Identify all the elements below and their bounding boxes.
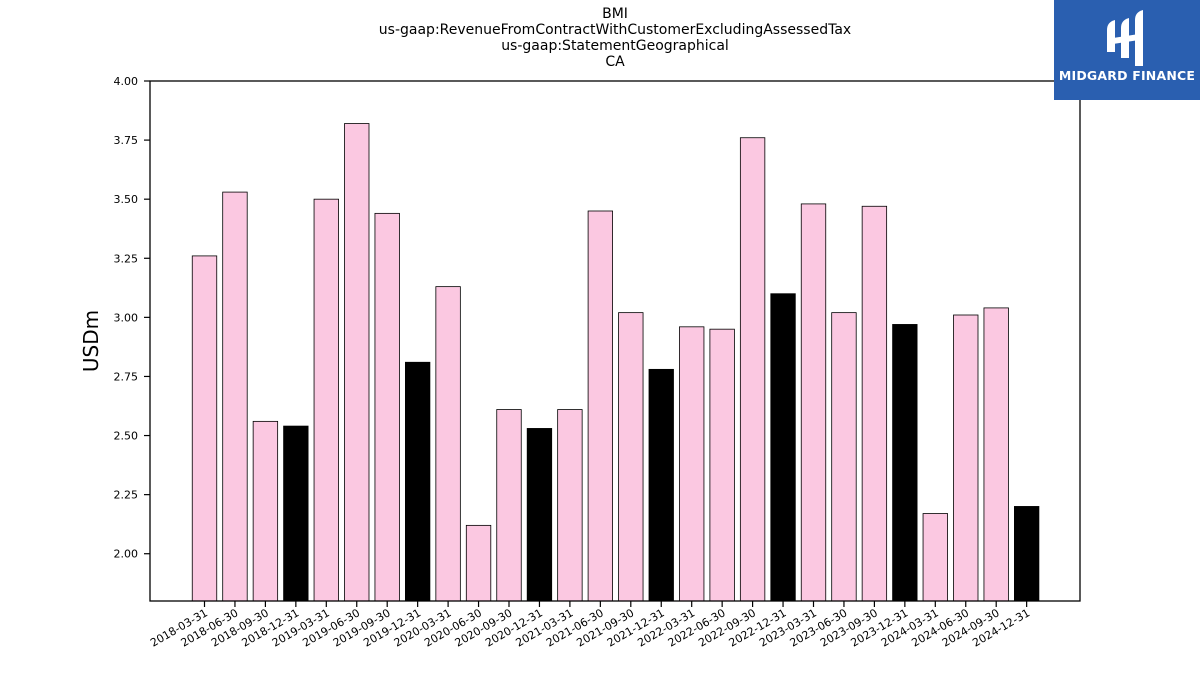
bar (496, 409, 522, 602)
logo-text: MIDGARD FINANCE (1058, 68, 1196, 83)
bar (344, 123, 370, 602)
bar (1014, 506, 1040, 602)
bar (374, 212, 400, 602)
y-tick-label: 3.75 (114, 134, 139, 147)
y-tick-label: 4.00 (114, 75, 139, 88)
y-axis-label: USDm (79, 310, 103, 372)
bar (587, 210, 613, 602)
y-tick-label: 2.25 (114, 489, 139, 502)
bar (313, 198, 339, 602)
bar (739, 137, 766, 602)
plot-frame (149, 80, 1081, 602)
y-tick-label: 3.25 (114, 252, 139, 265)
bar (283, 425, 309, 602)
bar (679, 326, 705, 602)
y-tick-label: 2.00 (114, 548, 139, 561)
bar (922, 513, 948, 602)
y-tick-label: 3.50 (114, 193, 139, 206)
title-ticker: BMI (602, 6, 628, 22)
midgard-monogram-icon (1107, 10, 1143, 66)
title-member: CA (605, 54, 625, 70)
bar (831, 312, 857, 602)
bar (618, 312, 644, 602)
bar (709, 328, 735, 602)
bar (953, 314, 979, 602)
bar (557, 409, 583, 602)
bar (435, 286, 461, 602)
title-concept: us-gaap:RevenueFromContractWithCustomerE… (378, 22, 852, 38)
bar (648, 368, 674, 602)
bar (252, 420, 279, 602)
bar (892, 324, 918, 602)
bar (800, 203, 827, 602)
title-axis: us-gaap:StatementGeographical (501, 38, 729, 54)
bar (526, 428, 553, 602)
brand-logo: MIDGARD FINANCE (1054, 0, 1200, 100)
bar (404, 361, 431, 602)
bar (861, 205, 888, 602)
bar (465, 524, 492, 602)
bar (191, 255, 218, 602)
y-tick-label: 3.00 (114, 311, 139, 324)
bar (770, 293, 796, 602)
y-tick-label: 2.50 (114, 430, 139, 443)
bar (983, 307, 1009, 602)
y-tick-label: 2.75 (114, 370, 139, 383)
bar (222, 191, 248, 602)
